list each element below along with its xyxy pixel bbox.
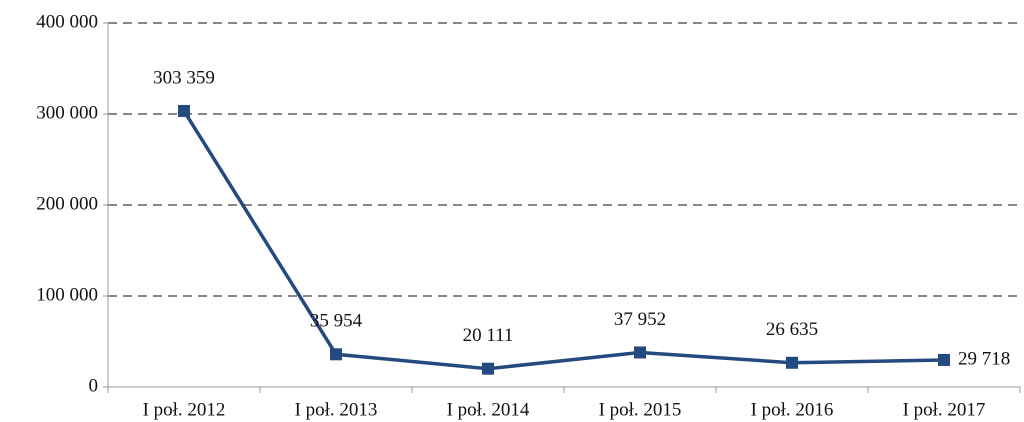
x-tick-label: I poł. 2017 xyxy=(903,399,986,420)
x-tick-label: I poł. 2016 xyxy=(751,399,834,420)
data-label: 29 718 xyxy=(958,348,1010,369)
data-marker xyxy=(178,104,190,117)
y-tick-label: 100 000 xyxy=(36,284,98,305)
data-label: 20 111 xyxy=(463,325,514,346)
data-label: 37 952 xyxy=(614,309,666,330)
data-label: 26 635 xyxy=(766,319,818,340)
y-tick-label: 0 xyxy=(89,375,99,396)
x-tick-label: I poł. 2015 xyxy=(599,399,682,420)
x-tick-label: I poł. 2013 xyxy=(295,399,378,420)
x-tick-label: I poł. 2012 xyxy=(143,399,226,420)
x-tick-label: I poł. 2014 xyxy=(447,399,530,420)
data-marker xyxy=(330,348,342,361)
data-marker xyxy=(786,356,798,369)
data-marker xyxy=(482,362,494,375)
data-label: 35 954 xyxy=(310,311,363,332)
y-tick-label: 400 000 xyxy=(36,11,98,32)
data-line xyxy=(182,110,945,371)
data-label: 303 359 xyxy=(153,67,215,88)
data-marker xyxy=(938,353,950,366)
y-tick-label: 200 000 xyxy=(36,193,98,214)
y-tick-label: 300 000 xyxy=(36,102,98,123)
data-marker xyxy=(634,346,646,359)
